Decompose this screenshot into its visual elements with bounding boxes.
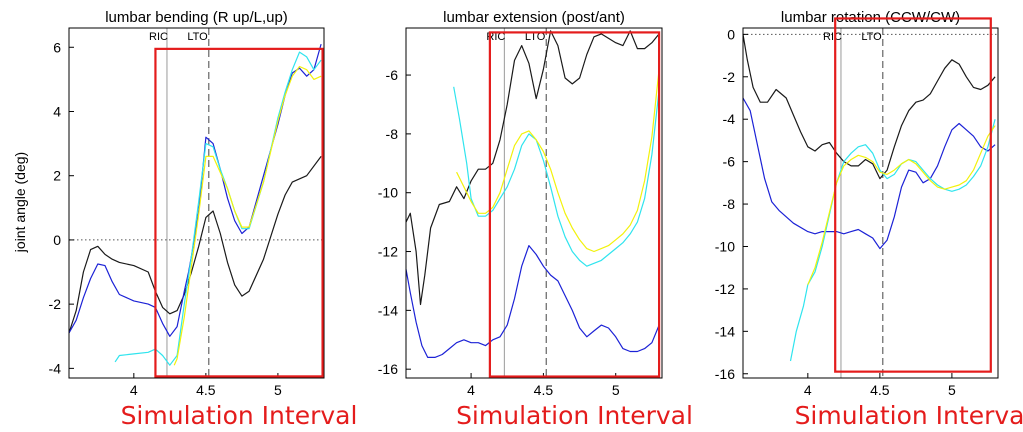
chart-rotation-x-tick-label: 5 [948, 382, 956, 398]
chart-extension-series-cyan [453, 86, 660, 267]
chart-extension-series-yellow [456, 69, 660, 253]
chart-extension-x-tick-label: 5 [612, 382, 620, 398]
chart-bending-x-tick-label: 4 [130, 382, 138, 398]
chart-extension-y-tick-label: -14 [378, 302, 398, 318]
chart-rotation-event-label-ric: RIC [823, 31, 842, 43]
chart-rotation-y-tick-label: -16 [715, 366, 735, 382]
chart-extension-event-label-ric: RIC [486, 31, 505, 43]
chart-extension-simulation-interval-label: Simulation Interval [456, 401, 693, 430]
chart-bending-event-label-lto: LTO [187, 31, 208, 43]
chart-rotation-axes-frame [742, 27, 999, 379]
subplot-extension: lumbar extension (post/ant) RIC LTO 4 4.5 5 -1… [378, 9, 693, 430]
chart-extension-event-label-lto: LTO [525, 31, 546, 43]
chart-rotation-series-yellow [807, 125, 996, 285]
y-axis-label: joint angle (deg) [12, 152, 28, 253]
chart-rotation-x-tick-label: 4.5 [870, 382, 890, 398]
chart-rotation-series-blue [742, 97, 996, 250]
chart-rotation-y-tick-label: -12 [715, 281, 735, 297]
chart-extension-axes-frame [405, 27, 663, 379]
chart-bending-x-tick-label: 4.5 [196, 382, 216, 398]
chart-rotation-series-cyan [789, 119, 996, 362]
chart-rotation-x-tick-label: 4 [804, 382, 812, 398]
chart-extension-y-tick-label: -10 [378, 185, 398, 201]
chart-bending-y-tick-label: -4 [49, 360, 62, 376]
chart-rotation-y-tick-label: -6 [723, 154, 736, 170]
chart-bending-series-blue [68, 43, 322, 337]
chart-bending-series-cyan [114, 51, 322, 366]
chart-bending-event-label-ric: RIC [149, 31, 168, 43]
chart-bending-y-tick-label: 2 [53, 168, 61, 184]
chart-bending-series-black [68, 156, 322, 334]
chart-rotation-y-tick-label: -4 [723, 111, 736, 127]
chart-bending-y-tick-label: 6 [53, 39, 61, 55]
chart-bending-simulation-interval-box [154, 47, 324, 378]
chart-extension-title: lumbar extension (post/ant) [443, 9, 625, 26]
chart-rotation-y-tick-label: -2 [723, 69, 736, 85]
chart-extension-y-tick-label: -8 [386, 126, 399, 142]
subplot-bending: lumbar bending (R up/L,up) RIC LTO 4 4.5 5 -4 -… [49, 9, 358, 430]
chart-extension-series-blue [405, 245, 660, 358]
chart-bending-y-tick-label: 4 [53, 103, 61, 119]
chart-extension-series-black [405, 30, 660, 306]
chart-bending-axes-frame [68, 27, 325, 379]
chart-extension-y-tick-label: -12 [378, 244, 398, 260]
chart-rotation-y-tick-label: 0 [727, 26, 735, 42]
chart-bending-x-tick-label: 5 [274, 382, 282, 398]
chart-rotation-series-black [742, 34, 996, 180]
chart-bending-series-yellow [173, 65, 322, 366]
chart-extension-x-tick-label: 4 [467, 382, 475, 398]
chart-rotation-simulation-interval-label: Simulation Interval [795, 401, 1023, 430]
chart-extension-simulation-interval-box [488, 31, 661, 378]
chart-bending-simulation-interval-label: Simulation Interval [121, 401, 358, 430]
chart-rotation-y-tick-label: -10 [715, 238, 735, 254]
chart-extension-x-tick-label: 4.5 [534, 382, 554, 398]
chart-rotation-y-tick-label: -14 [715, 323, 735, 339]
chart-bending-y-tick-label: 0 [53, 232, 61, 248]
chart-rotation-simulation-interval-box [834, 17, 992, 373]
chart-extension-y-tick-label: -16 [378, 361, 398, 377]
chart-bending-title: lumbar bending (R up/L,up) [105, 9, 288, 26]
chart-bending-y-tick-label: -2 [49, 296, 62, 312]
chart-extension-y-tick-label: -6 [386, 67, 399, 83]
chart-rotation-event-label-lto: LTO [861, 31, 882, 43]
chart-rotation-y-tick-label: -8 [723, 196, 736, 212]
